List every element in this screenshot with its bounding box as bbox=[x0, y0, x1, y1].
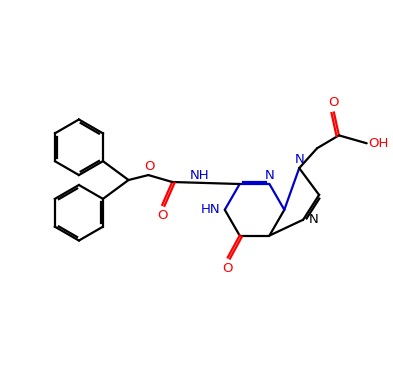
Text: OH: OH bbox=[368, 137, 389, 150]
Text: O: O bbox=[144, 160, 154, 173]
Text: N: N bbox=[309, 213, 319, 226]
Text: N: N bbox=[264, 169, 274, 181]
Text: O: O bbox=[329, 96, 339, 109]
Text: NH: NH bbox=[190, 169, 210, 181]
Text: N: N bbox=[294, 153, 304, 166]
Text: O: O bbox=[222, 262, 233, 275]
Text: O: O bbox=[157, 209, 167, 222]
Text: HN: HN bbox=[201, 203, 221, 216]
